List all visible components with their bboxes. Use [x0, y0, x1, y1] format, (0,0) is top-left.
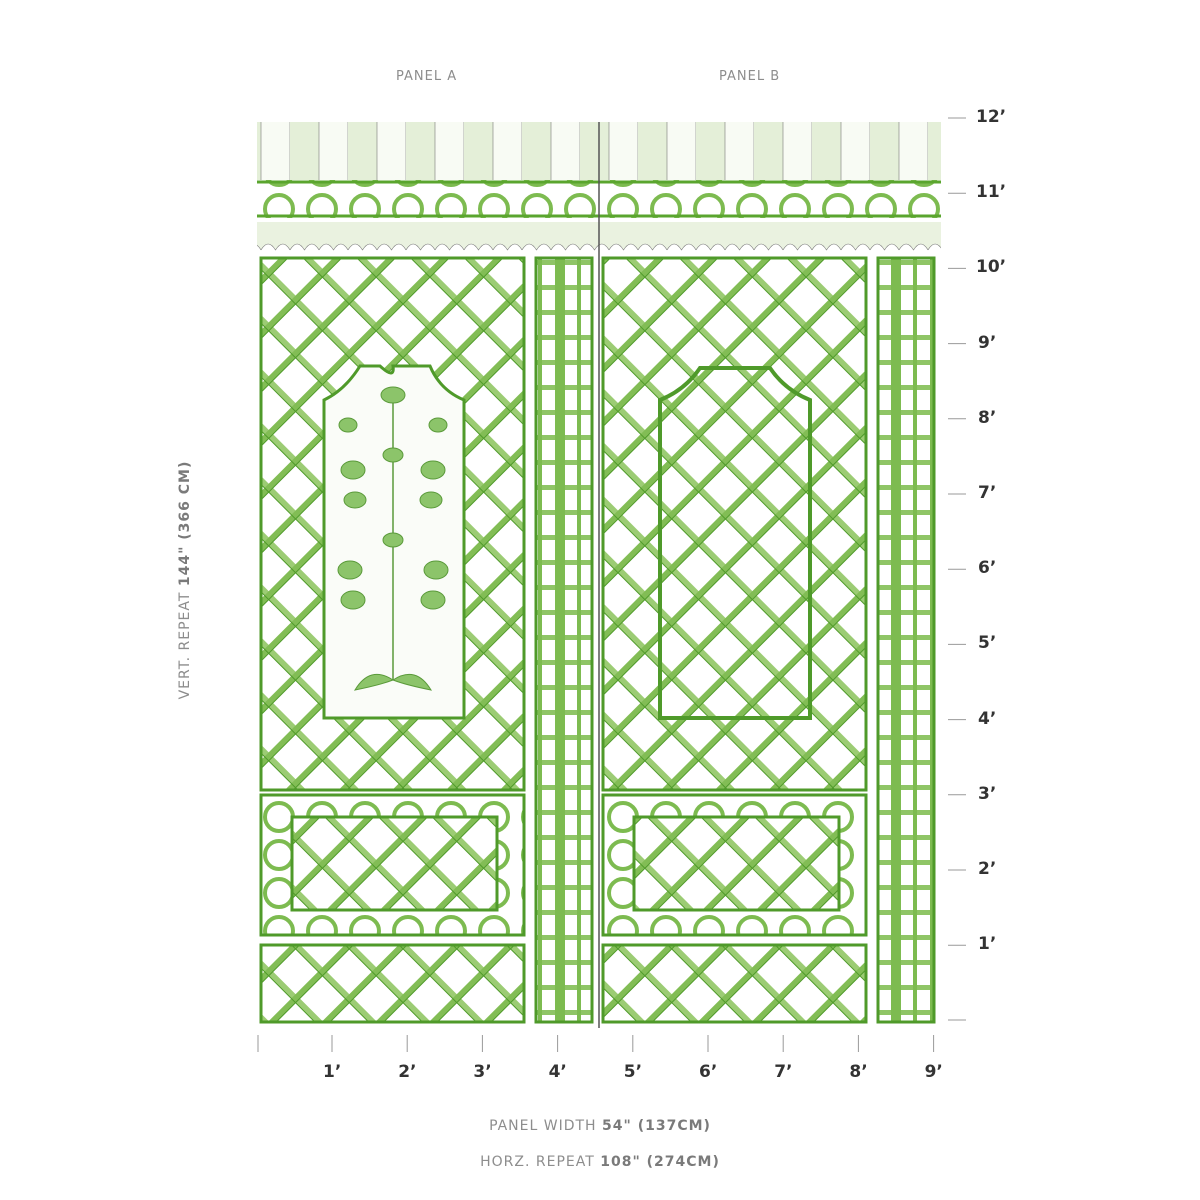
panel-width-value: 54" (137CM): [602, 1118, 711, 1134]
vertical-tick-label: 1’: [978, 934, 997, 955]
vertical-repeat-value: 144" (366 CM): [177, 460, 193, 587]
panel-b-label: PANEL B: [719, 69, 781, 84]
vertical-tick-label: 12’: [976, 107, 1007, 127]
vertical-tick-label: 11’: [976, 182, 1007, 203]
panel-a-artwork: [259, 256, 594, 1024]
panel-width-prefix: PANEL WIDTH: [489, 1118, 597, 1134]
horizontal-tick-label: 1’: [323, 1062, 342, 1082]
horizontal-repeat-prefix: HORZ. REPEAT: [480, 1154, 595, 1170]
vertical-tick-label: 6’: [978, 558, 997, 579]
panel-a-label: PANEL A: [396, 69, 458, 84]
arch-lattice: [658, 366, 812, 720]
horizontal-tick-label: 5’: [623, 1062, 643, 1082]
vertical-repeat-prefix: VERT. REPEAT: [177, 591, 193, 700]
vertical-tick-label: 10’: [976, 257, 1007, 278]
horizontal-tick-label: 6’: [699, 1062, 718, 1082]
bottom-lattice: [259, 943, 526, 1024]
vertical-tick-label: 5’: [978, 633, 997, 654]
vertical-tick-label: 4’: [978, 708, 997, 729]
floral-motif-icon: [337, 386, 449, 691]
inner-lattice: [290, 815, 499, 912]
horizontal-tick-label: 2’: [398, 1062, 417, 1082]
vertical-repeat-label: VERT. REPEAT 144" (366 CM): [177, 461, 193, 700]
horizontal-ruler: [257, 1035, 935, 1052]
horizontal-tick-label: 9’: [924, 1062, 943, 1082]
vertical-tick-label: 9’: [978, 332, 997, 353]
vertical-tick-label: 8’: [978, 407, 997, 428]
horizontal-repeat-label: HORZ. REPEAT 108" (274CM): [0, 1154, 1200, 1170]
horizontal-repeat-value: 108" (274CM): [600, 1154, 720, 1170]
vertical-ruler: [948, 117, 966, 1021]
horizontal-tick-label: 8’: [849, 1062, 868, 1082]
horizontal-tick-label: 7’: [774, 1062, 793, 1082]
panel-width-label: PANEL WIDTH 54" (137CM): [0, 1118, 1200, 1134]
vertical-tick-label: 3’: [978, 783, 997, 804]
horizontal-tick-label: 4’: [548, 1062, 567, 1082]
vertical-tick-label: 2’: [978, 859, 997, 879]
vertical-tick-label: 7’: [978, 483, 997, 503]
ladder-strip: [534, 256, 594, 1024]
panel-b-artwork: [601, 256, 936, 1024]
horizontal-tick-label: 3’: [473, 1062, 492, 1082]
